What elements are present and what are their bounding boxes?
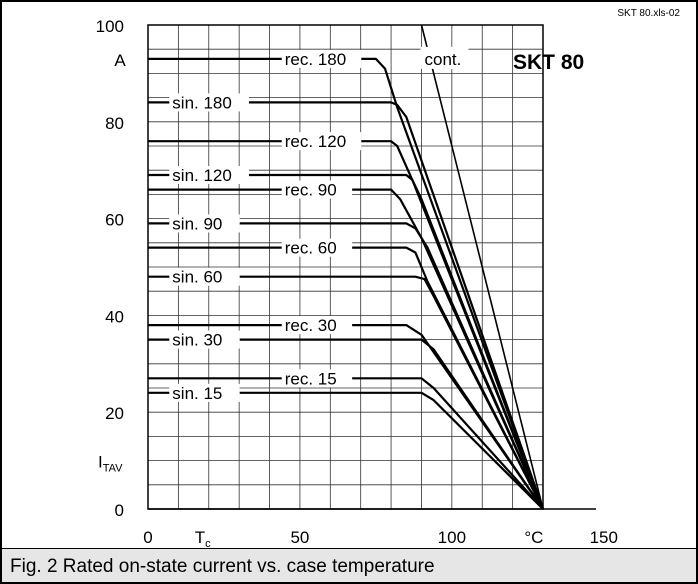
y-tick-label: 40 xyxy=(105,307,124,326)
y-tick-label: 0 xyxy=(115,501,124,520)
series-label-bg xyxy=(281,132,362,151)
y-axis-label: ITAV xyxy=(98,453,123,475)
series-line xyxy=(148,275,544,510)
figure-caption: Fig. 2 Rated on-state current vs. case t… xyxy=(10,556,435,577)
series-label-bg xyxy=(169,166,249,185)
x-axis-label-sub: c xyxy=(205,538,211,550)
series-line xyxy=(148,173,545,510)
x-tick-label: 50 xyxy=(290,528,309,547)
series-label: cont. xyxy=(425,50,462,69)
series-line xyxy=(420,24,544,510)
y-tick-label: 60 xyxy=(105,211,124,230)
series-label-bg xyxy=(281,316,353,335)
y-axis-label-sub: TAV xyxy=(103,463,123,475)
series-line xyxy=(148,101,545,510)
series-label-bg xyxy=(169,267,240,286)
series-line xyxy=(148,324,544,510)
series-label-bg xyxy=(281,238,353,257)
series-label-bg xyxy=(281,369,353,388)
series-label: sin. 180 xyxy=(172,93,232,112)
series-line xyxy=(148,338,544,510)
file-tag: SKT 80.xls-02 xyxy=(617,8,680,19)
series-line xyxy=(148,222,545,510)
series-labels: rec. 180 sin. 180 rec. 120 sin. 120 rec. 90 s… xyxy=(169,46,469,403)
series-label: rec. 90 xyxy=(285,181,337,200)
y-tick-label: 100 xyxy=(96,17,124,36)
series-label: sin. 90 xyxy=(172,214,222,233)
caption-bar: Fig. 2 Rated on-state current vs. case t… xyxy=(2,548,696,582)
x-unit-label: °C xyxy=(524,528,543,547)
series-label: sin. 15 xyxy=(172,384,222,403)
y-tick-label: 80 xyxy=(105,114,124,133)
series-label: sin. 30 xyxy=(172,331,222,350)
series-label-bg xyxy=(281,180,353,199)
series-label: sin. 60 xyxy=(172,268,222,287)
series-label-bg xyxy=(420,46,469,69)
series-line xyxy=(148,391,544,510)
y-unit-label: A xyxy=(114,51,126,70)
series-label-bg xyxy=(169,383,240,402)
series-label: rec. 30 xyxy=(285,316,337,335)
series-label: sin. 120 xyxy=(172,166,232,185)
series-label: rec. 15 xyxy=(285,369,337,388)
x-tick-label: 100 xyxy=(438,528,466,547)
chart-title: SKT 80 xyxy=(513,51,584,74)
series-label-bg xyxy=(281,49,362,68)
x-axis-label: Tc xyxy=(195,528,211,550)
x-tick-label: 0 xyxy=(143,528,152,547)
series-label: rec. 60 xyxy=(285,239,337,258)
series-label-bg xyxy=(169,93,249,112)
series-label-bg xyxy=(169,330,240,349)
series-label: rec. 120 xyxy=(285,132,346,151)
y-tick-label: 20 xyxy=(105,404,124,423)
series-label: rec. 180 xyxy=(285,50,346,69)
series-label-bg xyxy=(169,214,240,233)
axes: 0 20 40 60 80 100 A ITAV 0 50 100 150 Tc °C xyxy=(96,17,618,550)
x-tick-label: 150 xyxy=(590,528,618,547)
